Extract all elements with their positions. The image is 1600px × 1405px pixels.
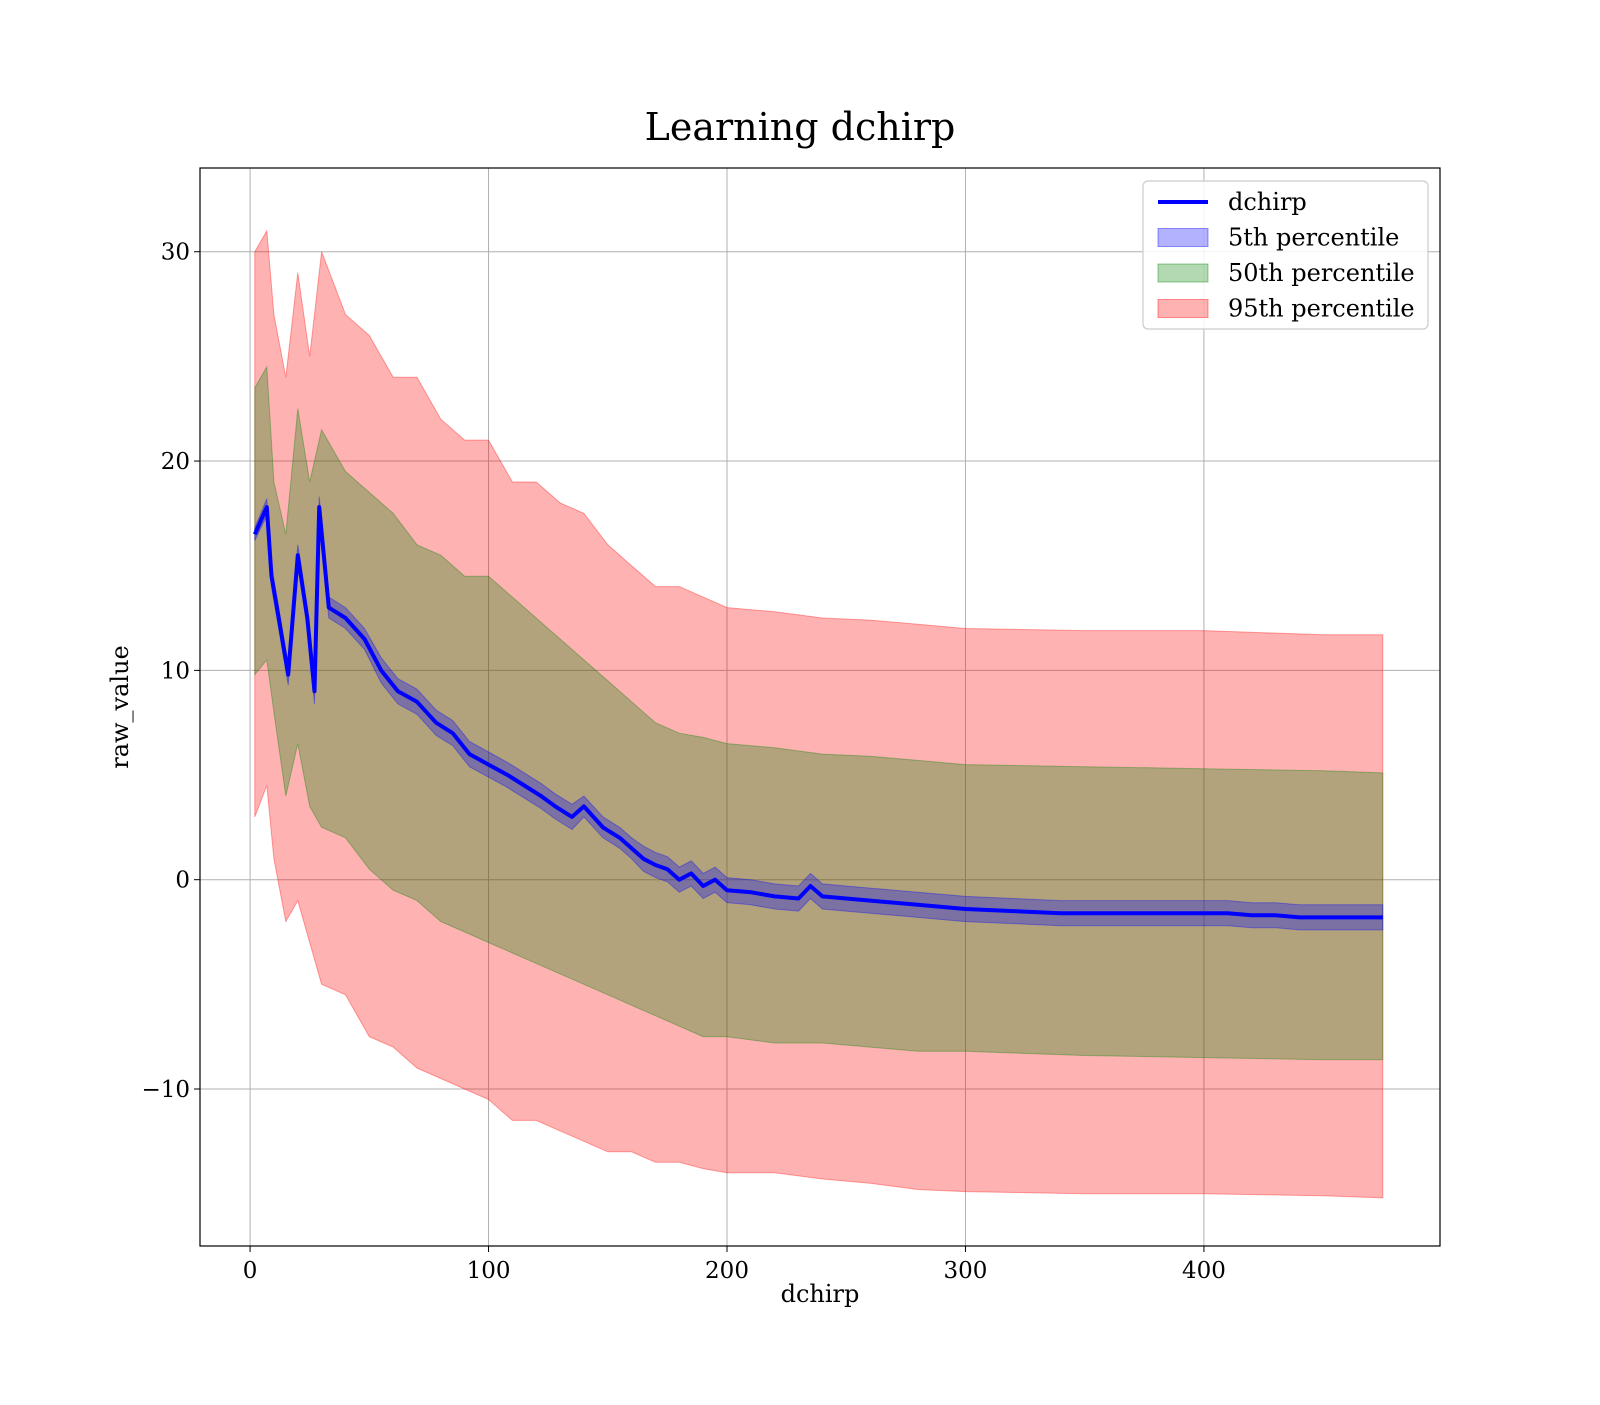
x-axis-label: dchirp [781, 1280, 860, 1308]
legend-label: 95th percentile [1228, 295, 1415, 323]
band-5th-percentile [254, 496, 1384, 931]
band-50th-percentile [254, 365, 1384, 1061]
y-tick-label: −10 [141, 1077, 190, 1103]
y-axis-label: raw_value [106, 645, 134, 769]
percentile-bands [254, 229, 1384, 1199]
y-tick-label: 20 [161, 449, 190, 475]
x-tick-label: 400 [1182, 1258, 1226, 1284]
plot-area-frame [199, 167, 1441, 1247]
legend-label: dchirp [1228, 188, 1307, 216]
axis-ticks: 0 100 200 300 400 −10 0 10 20 30 [141, 240, 1225, 1284]
legend-label: 50th percentile [1228, 259, 1415, 287]
y-tick-label: 30 [161, 240, 190, 266]
series-lines [252, 505, 1383, 920]
chart-title: Learning dchirp [645, 105, 956, 149]
legend-label: 5th percentile [1228, 224, 1399, 252]
band-95th-percentile [254, 229, 1384, 1199]
x-tick-label: 300 [944, 1258, 988, 1284]
x-tick-label: 100 [467, 1258, 511, 1284]
x-tick-label: 200 [705, 1258, 749, 1284]
legend: dchirp 5th percentile 50th percentile 95th … [1142, 180, 1429, 330]
legend-box [1142, 180, 1429, 330]
legend-swatch-patch [1157, 263, 1209, 283]
y-tick-label: 10 [161, 658, 190, 684]
y-tick-label: 0 [175, 868, 190, 894]
legend-swatch-patch [1157, 299, 1209, 318]
legend-swatch-patch [1157, 228, 1209, 247]
x-tick-label: 0 [243, 1258, 258, 1284]
series-line-dchirp [252, 505, 1383, 920]
